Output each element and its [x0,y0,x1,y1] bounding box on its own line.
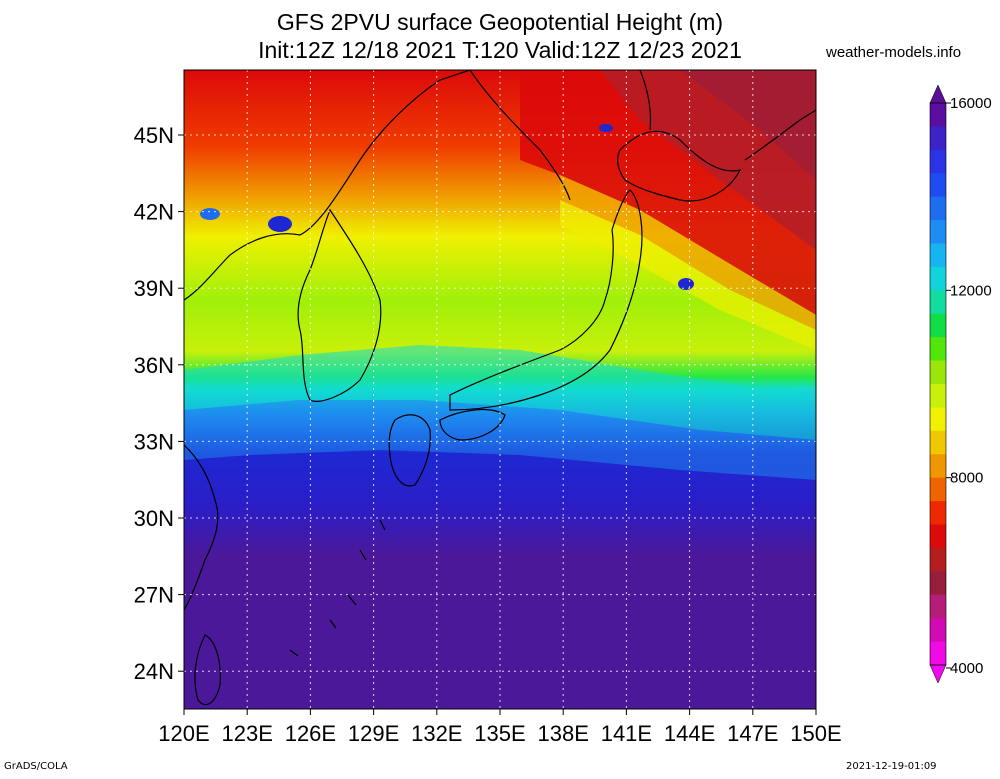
colorbar-segment [930,384,946,408]
geopotential-field [184,70,816,709]
lat-label: 45N [134,123,174,148]
field-blob [599,124,613,132]
colorbar-arrow-bottom [929,664,947,684]
latitude-axis: 45N 42N 39N 36N 33N 30N 27N 24N [134,123,184,684]
shikoku-coast [439,409,506,441]
colorbar: 16000 12000 8000 4000 [929,84,992,684]
field-blob [268,216,292,232]
lon-label: 138E [538,721,589,746]
lon-label: 147E [727,721,778,746]
colorbar-segment [930,266,946,291]
colorbar-segment [930,571,946,596]
china-coast [184,70,471,301]
lat-label: 30N [134,506,174,531]
lat-label: 33N [134,429,174,454]
colorbar-segment [930,618,946,643]
longitude-axis: 120E 123E 126E 129E 132E 135E 138E 141E 144E 147E… [158,709,842,746]
graticule [184,70,816,709]
field-blob [200,208,220,220]
colorbar-segment [930,337,946,362]
colorbar-segment [930,196,946,221]
colorbar-segment [930,407,946,432]
china-south-coast [184,444,219,611]
lon-label: 141E [601,721,652,746]
hokkaido-coast [616,130,742,202]
colorbar-arrow-top [929,84,947,104]
colorbar-segment [930,594,946,619]
footer-left: GrADS/COLA [4,761,68,772]
colorbar-segment [930,454,946,479]
lon-label: 144E [664,721,715,746]
lon-label: 150E [790,721,841,746]
ryukyu-islands [289,519,386,657]
colorbar-label: 4000 [950,660,983,677]
lat-label: 27N [134,583,174,608]
map-subtitle: Init:12Z 12/18 2021 T:120 Valid:12Z 12/2… [258,37,742,63]
colorbar-segment [930,547,946,572]
lon-label: 129E [348,721,399,746]
colorbar-segment [930,220,946,244]
colorbar-segment [930,430,946,455]
colorbar-segment [930,360,946,385]
lon-label: 132E [411,721,462,746]
colorbar-segment [930,641,946,666]
taiwan-coast [194,634,221,706]
colorbar-segment [930,126,946,151]
coastlines [184,70,816,706]
lon-label: 120E [158,721,209,746]
colorbar-segment [930,103,946,127]
lat-label: 42N [134,200,174,225]
korea-coast [297,208,382,402]
sakhalin-coast [639,70,652,131]
lon-label: 135E [474,721,525,746]
colorbar-segment [930,477,946,502]
lon-label: 123E [222,721,273,746]
colorbar-segment [930,313,946,338]
colorbar-label: 16000 [950,95,992,112]
lat-label: 36N [134,353,174,378]
colorbar-label: 8000 [950,470,983,487]
kyushu-coast [388,414,431,487]
colorbar-segment [930,290,946,315]
colorbar-segment [930,243,946,268]
lat-label: 24N [134,659,174,684]
lon-label: 126E [285,721,336,746]
colorbar-segment [930,149,946,174]
lat-label: 39N [134,276,174,301]
colorbar-segment [930,501,946,525]
map-title: GFS 2PVU surface Geopotential Height (m) [276,9,724,35]
footer-timestamp: 2021-12-19-01:09 [846,761,937,772]
honshu-coast [449,189,643,411]
field-blob [678,278,694,290]
site-credit: weather-models.info [826,44,962,61]
colorbar-label: 12000 [950,282,992,299]
colorbar-segment [930,524,946,549]
colorbar-segment [930,173,946,198]
primorye-coast [469,70,571,201]
kuril-islands [744,109,816,161]
